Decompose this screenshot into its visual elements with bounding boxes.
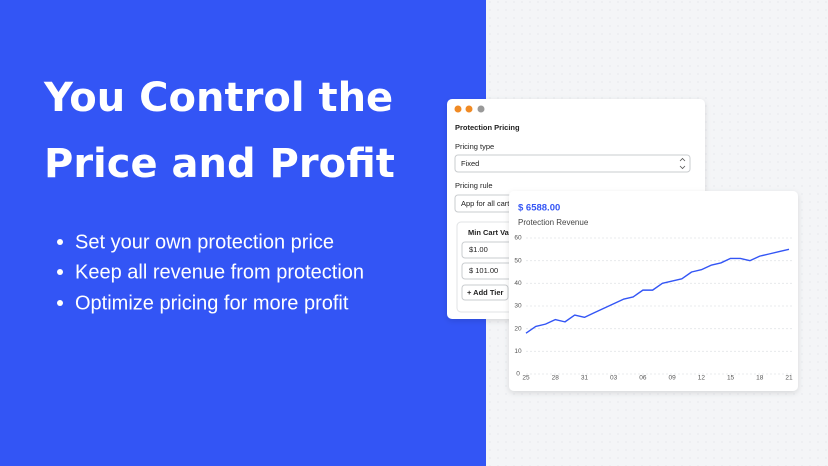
revenue-card: [509, 191, 798, 391]
input-value: $1.00: [469, 245, 488, 254]
headline: Price and Profit: [44, 141, 395, 187]
window-dot: [454, 105, 462, 113]
field-label: Pricing rule: [455, 181, 493, 190]
revenue-line: [525, 248, 790, 334]
select-value: App for all carts: [461, 199, 513, 208]
bullet-dot: [57, 300, 63, 306]
revenue-amount: $ 6588.00: [518, 203, 560, 214]
headline: You Control the: [43, 75, 393, 121]
bullet-dot: [57, 269, 63, 275]
x-tick-label: 18: [756, 375, 764, 382]
button[interactable]: [461, 284, 509, 301]
left-panel: [0, 0, 486, 466]
x-tick-label: 21: [785, 375, 793, 382]
x-tick-label: 12: [698, 375, 706, 382]
x-tick-label: 03: [610, 375, 618, 382]
y-tick-label: 0: [516, 371, 520, 378]
field-label: Pricing type: [455, 142, 494, 151]
window-dot: [477, 105, 485, 113]
column-header: Min Cart Value: [468, 228, 520, 237]
bullet-dot: [57, 239, 63, 245]
y-tick-label: 30: [514, 303, 522, 310]
button-label: + Add Tier: [467, 288, 504, 297]
x-tick-label: 09: [668, 375, 676, 382]
y-tick-label: 40: [514, 280, 522, 287]
x-tick-label: 15: [727, 375, 735, 382]
y-tick-label: 50: [514, 257, 522, 264]
x-tick-label: 31: [581, 375, 589, 382]
bullet-text: Keep all revenue from protection: [75, 261, 364, 283]
select[interactable]: [454, 154, 691, 173]
window-dot: [465, 105, 473, 113]
y-tick-label: 20: [514, 325, 522, 332]
x-tick-label: 06: [639, 375, 647, 382]
select-value: Fixed: [461, 159, 479, 168]
input-value: $ 101.00: [469, 266, 498, 275]
select-arrows: [679, 157, 686, 170]
y-tick-label: 10: [514, 348, 522, 355]
section-title: Protection Pricing: [455, 123, 520, 132]
y-tick-label: 60: [514, 235, 522, 242]
chart-title: Protection Revenue: [518, 218, 589, 227]
x-tick-label: 25: [522, 375, 530, 382]
bullet-text: Set your own protection price: [75, 231, 334, 253]
x-tick-label: 28: [552, 375, 560, 382]
bullet-text: Optimize pricing for more profit: [75, 292, 349, 314]
